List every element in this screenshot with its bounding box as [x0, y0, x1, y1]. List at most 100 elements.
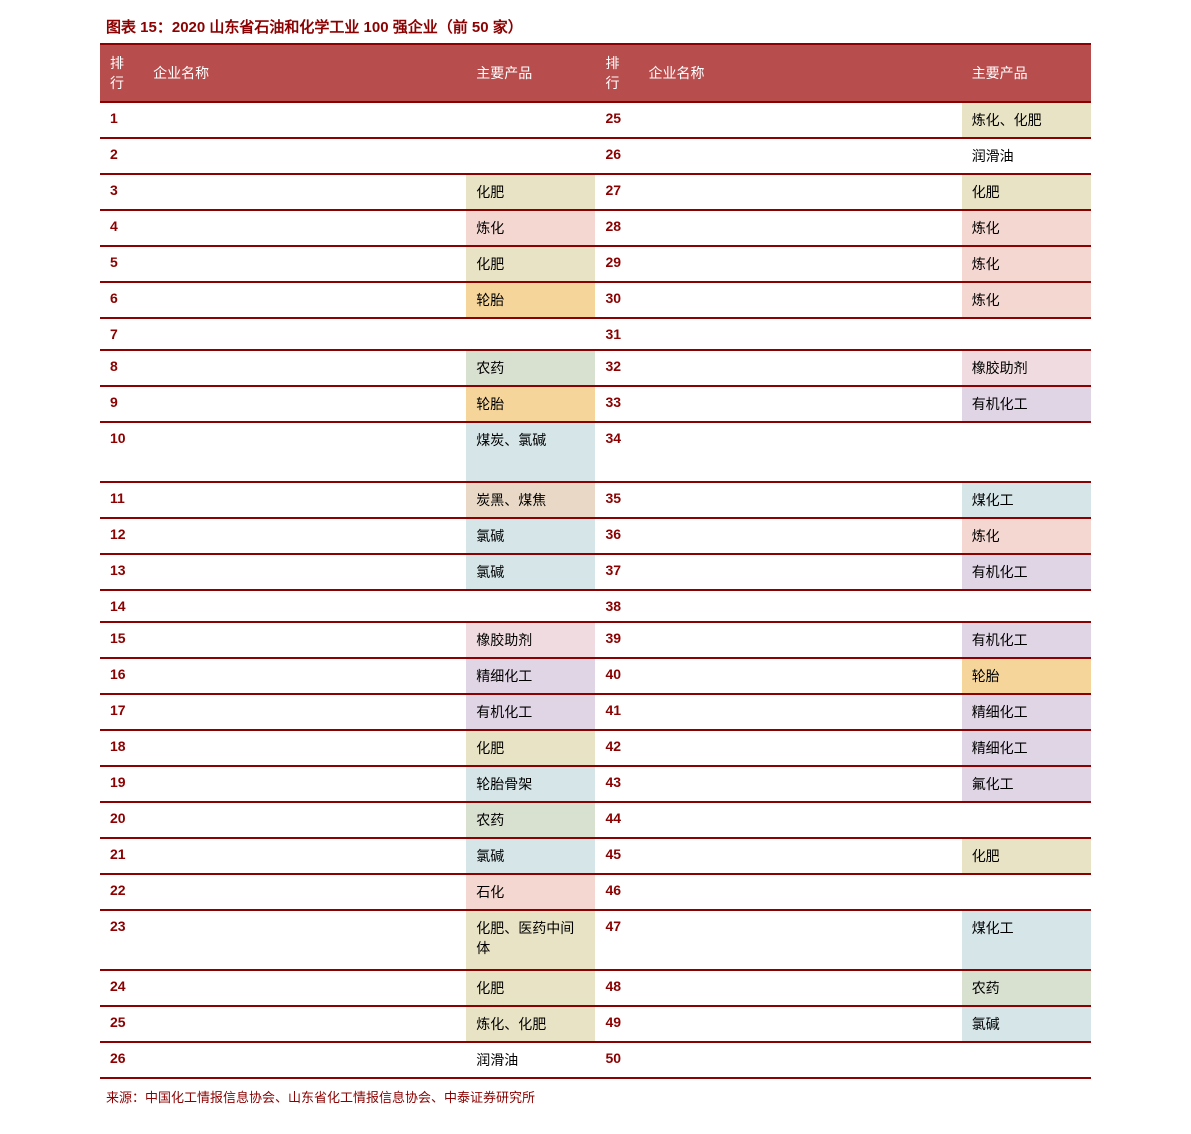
product-cell: 炼化	[466, 210, 595, 246]
product-cell	[962, 802, 1091, 838]
rank-cell: 49	[595, 1006, 638, 1042]
product-cell: 氯碱	[466, 838, 595, 874]
rank-cell: 12	[100, 518, 143, 554]
rank-cell: 38	[595, 590, 638, 622]
table-row: 20农药44	[100, 802, 1091, 838]
product-cell	[466, 590, 595, 622]
product-cell: 煤化工	[962, 482, 1091, 518]
table-row: 3化肥27化肥	[100, 174, 1091, 210]
product-cell: 化肥	[466, 970, 595, 1006]
header-product-left: 主要产品	[466, 45, 595, 102]
table-row: 26润滑油50	[100, 1042, 1091, 1078]
table-row: 9轮胎33有机化工	[100, 386, 1091, 422]
company-cell	[143, 246, 466, 282]
rank-cell: 29	[595, 246, 638, 282]
product-cell: 轮胎	[466, 386, 595, 422]
header-rank-left: 排行	[100, 45, 143, 102]
company-cell	[639, 318, 962, 350]
product-cell: 化肥	[466, 730, 595, 766]
company-cell	[639, 210, 962, 246]
product-cell: 煤化工	[962, 910, 1091, 970]
enterprise-table: 排行 企业名称 主要产品 排行 企业名称 主要产品 125炼化、化肥226润滑油…	[100, 45, 1091, 1079]
rank-cell: 3	[100, 174, 143, 210]
header-rank-right: 排行	[595, 45, 638, 102]
rank-cell: 40	[595, 658, 638, 694]
document-container: 图表 15：2020 山东省石油和化学工业 100 强企业（前 50 家） 排行…	[0, 0, 1191, 1134]
company-cell	[143, 386, 466, 422]
product-cell	[962, 874, 1091, 910]
rank-cell: 26	[100, 1042, 143, 1078]
rank-cell: 22	[100, 874, 143, 910]
product-cell: 轮胎骨架	[466, 766, 595, 802]
company-cell	[639, 838, 962, 874]
rank-cell: 47	[595, 910, 638, 970]
product-cell: 精细化工	[962, 694, 1091, 730]
company-cell	[143, 350, 466, 386]
rank-cell: 19	[100, 766, 143, 802]
rank-cell: 17	[100, 694, 143, 730]
product-cell: 轮胎	[962, 658, 1091, 694]
company-cell	[143, 174, 466, 210]
company-cell	[639, 350, 962, 386]
product-cell	[962, 318, 1091, 350]
company-cell	[639, 730, 962, 766]
header-company-right: 企业名称	[639, 45, 962, 102]
product-cell: 有机化工	[962, 554, 1091, 590]
table-row: 8农药32橡胶助剂	[100, 350, 1091, 386]
company-cell	[143, 970, 466, 1006]
product-cell: 炭黑、煤焦	[466, 482, 595, 518]
product-cell: 精细化工	[466, 658, 595, 694]
product-cell: 农药	[466, 350, 595, 386]
rank-cell: 42	[595, 730, 638, 766]
rank-cell: 4	[100, 210, 143, 246]
table-row: 13氯碱37有机化工	[100, 554, 1091, 590]
rank-cell: 9	[100, 386, 143, 422]
company-cell	[143, 518, 466, 554]
company-cell	[143, 102, 466, 138]
rank-cell: 18	[100, 730, 143, 766]
product-cell: 有机化工	[962, 386, 1091, 422]
company-cell	[143, 910, 466, 970]
company-cell	[143, 838, 466, 874]
header-row: 排行 企业名称 主要产品 排行 企业名称 主要产品	[100, 45, 1091, 102]
product-cell: 轮胎	[466, 282, 595, 318]
product-cell: 氟化工	[962, 766, 1091, 802]
rank-cell: 30	[595, 282, 638, 318]
table-row: 15橡胶助剂39有机化工	[100, 622, 1091, 658]
company-cell	[639, 802, 962, 838]
rank-cell: 6	[100, 282, 143, 318]
table-row: 22石化46	[100, 874, 1091, 910]
rank-cell: 31	[595, 318, 638, 350]
rank-cell: 21	[100, 838, 143, 874]
rank-cell: 48	[595, 970, 638, 1006]
table-row: 18化肥42精细化工	[100, 730, 1091, 766]
table-row: 10煤炭、氯碱34	[100, 422, 1091, 482]
company-cell	[639, 874, 962, 910]
company-cell	[143, 622, 466, 658]
company-cell	[143, 874, 466, 910]
table-row: 24化肥48农药	[100, 970, 1091, 1006]
product-cell: 橡胶助剂	[962, 350, 1091, 386]
product-cell: 化肥	[962, 838, 1091, 874]
product-cell: 炼化	[962, 518, 1091, 554]
product-cell: 炼化、化肥	[466, 1006, 595, 1042]
rank-cell: 15	[100, 622, 143, 658]
company-cell	[143, 482, 466, 518]
rank-cell: 11	[100, 482, 143, 518]
table-row: 4炼化28炼化	[100, 210, 1091, 246]
rank-cell: 14	[100, 590, 143, 622]
header-product-right: 主要产品	[962, 45, 1091, 102]
product-cell: 农药	[466, 802, 595, 838]
product-cell: 氯碱	[962, 1006, 1091, 1042]
company-cell	[143, 422, 466, 482]
rank-cell: 23	[100, 910, 143, 970]
company-cell	[143, 1006, 466, 1042]
rank-cell: 16	[100, 658, 143, 694]
product-cell: 氯碱	[466, 518, 595, 554]
product-cell: 化肥	[466, 174, 595, 210]
rank-cell: 2	[100, 138, 143, 174]
rank-cell: 50	[595, 1042, 638, 1078]
product-cell: 农药	[962, 970, 1091, 1006]
product-cell	[466, 318, 595, 350]
rank-cell: 32	[595, 350, 638, 386]
